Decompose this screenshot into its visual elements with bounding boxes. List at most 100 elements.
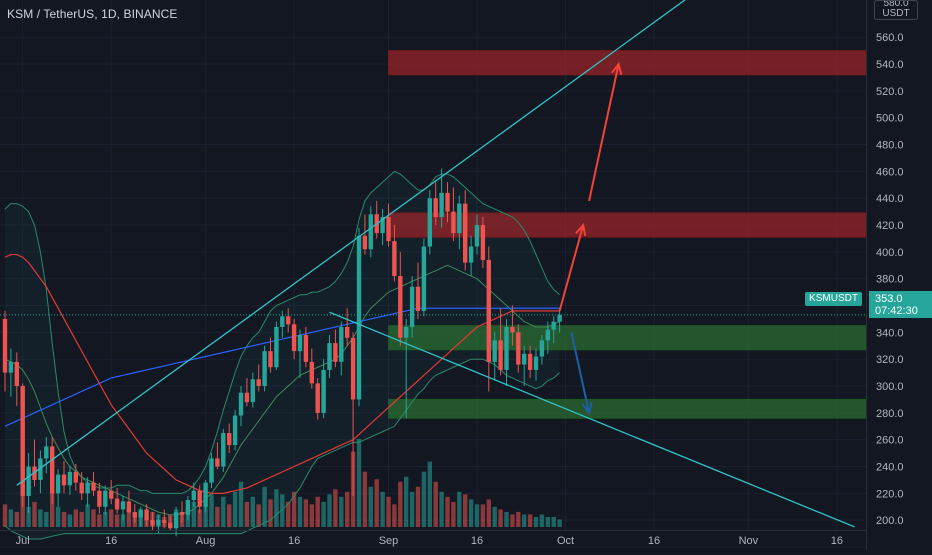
- volume-bar: [109, 509, 114, 527]
- candle-body: [203, 482, 208, 507]
- candle-body: [185, 500, 191, 515]
- time-tick-label: Jul: [16, 535, 30, 547]
- candle-body: [451, 211, 456, 234]
- time-tick-label: Aug: [196, 535, 216, 547]
- candle-body: [498, 340, 503, 370]
- volume-bar: [91, 509, 96, 527]
- volume-bar: [333, 489, 338, 527]
- candle-body: [50, 446, 55, 494]
- candle-body: [439, 192, 444, 217]
- axis-currency-badge[interactable]: 580.0 USDT: [874, 0, 918, 20]
- price-tick-label: 560.0: [876, 32, 904, 44]
- volume-bar: [32, 501, 37, 527]
- candle-body: [433, 198, 438, 217]
- volume-bar: [527, 514, 533, 527]
- candle-body: [109, 490, 114, 499]
- volume-bar: [38, 509, 43, 527]
- candle-body: [386, 217, 391, 242]
- candle-body: [244, 392, 250, 403]
- candle-body: [486, 259, 491, 362]
- symbol-title: KSM / TetherUS, 1D, BINANCE: [7, 7, 178, 21]
- bullish-projection-arrow: [558, 224, 585, 312]
- volume-bar: [114, 514, 120, 527]
- volume-bar: [50, 481, 55, 527]
- candle-body: [262, 351, 267, 387]
- candle-body: [14, 361, 19, 387]
- volume-bar: [250, 496, 255, 527]
- volume-bar: [386, 496, 391, 527]
- candle-body: [197, 490, 202, 507]
- support-zone: [388, 325, 866, 351]
- volume-bar: [238, 481, 244, 527]
- moving-average-blue-line: [4, 307, 560, 427]
- volume-bar: [286, 501, 291, 527]
- currency-label: USDT: [882, 8, 910, 19]
- resistance-zone: [388, 212, 866, 238]
- candle-body: [380, 217, 385, 234]
- candle-body: [457, 203, 462, 234]
- candle-body: [468, 246, 474, 263]
- candle-body: [103, 490, 108, 507]
- bollinger-mid-line: [4, 264, 560, 516]
- time-tick-label: 16: [831, 535, 843, 547]
- candle-body: [362, 235, 368, 250]
- volume-bar: [303, 499, 309, 527]
- volume-bar: [457, 491, 462, 527]
- candle-body: [2, 318, 8, 373]
- candle-body: [250, 379, 255, 403]
- volume-bar: [203, 504, 208, 527]
- price-tick-label: 300.0: [876, 381, 904, 393]
- candle-body: [345, 327, 350, 338]
- volume-bar: [557, 519, 562, 527]
- last-price-tag: 353.0 07:42:30: [869, 291, 932, 318]
- candle-body: [144, 509, 149, 521]
- time-tick-label: 16: [648, 535, 660, 547]
- candle-body: [474, 225, 480, 247]
- bollinger-band-fill: [5, 171, 560, 539]
- volume-bar: [297, 496, 303, 527]
- candle-body: [162, 520, 167, 523]
- bollinger-upper-line: [4, 170, 560, 494]
- price-tick-label: 520.0: [876, 86, 904, 98]
- candle-body: [132, 512, 137, 518]
- volume-bar: [510, 514, 515, 527]
- candle-body: [427, 198, 432, 247]
- candle-body: [315, 383, 320, 413]
- volume-bar: [215, 506, 220, 527]
- trendline: [329, 311, 855, 528]
- volume-bar: [356, 439, 362, 527]
- price-tick-label: 500.0: [876, 113, 904, 125]
- volume-bar: [551, 516, 556, 527]
- axis-top-cut-label: 580.0: [883, 1, 909, 9]
- candle-body: [339, 327, 344, 362]
- price-tick-label: 200.0: [876, 515, 904, 527]
- candle-body: [67, 471, 73, 486]
- volume-bar: [468, 499, 474, 527]
- price-tick-label: 280.0: [876, 408, 904, 420]
- bullish-arrowhead: [611, 61, 623, 75]
- candle-body: [463, 203, 468, 263]
- time-tick-label: Oct: [557, 535, 574, 547]
- price-tick-label: 540.0: [876, 59, 904, 71]
- price-tick-label: 420.0: [876, 220, 904, 232]
- candle-body: [398, 276, 403, 338]
- candle-body: [551, 321, 556, 330]
- volume-bar: [227, 504, 232, 527]
- volume-bar: [539, 514, 545, 527]
- candle-body: [539, 340, 545, 357]
- candle-body: [274, 327, 279, 368]
- candle-body: [256, 379, 261, 387]
- price-tick-label: 440.0: [876, 193, 904, 205]
- price-tick-label: 220.0: [876, 488, 904, 500]
- volume-bar: [120, 514, 126, 527]
- candle-body: [168, 522, 173, 529]
- volume-bar: [197, 509, 202, 527]
- candle-body: [421, 246, 427, 311]
- volume-bar: [44, 511, 49, 527]
- volume-bar: [433, 481, 438, 527]
- volume-bar: [315, 496, 320, 527]
- volume-bar: [498, 509, 503, 527]
- trendline: [16, 0, 686, 486]
